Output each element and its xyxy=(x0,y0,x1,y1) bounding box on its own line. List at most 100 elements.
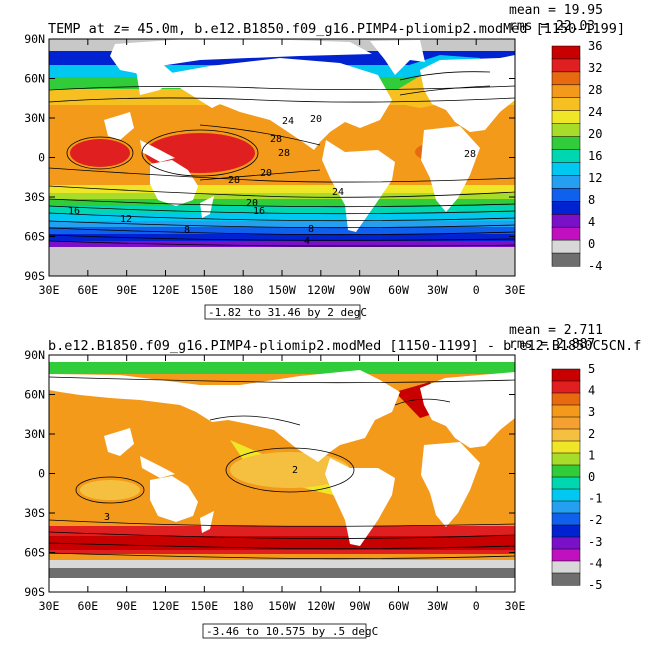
y-tick-label: 30N xyxy=(24,427,45,441)
colorbar-label: 0 xyxy=(588,237,595,251)
svg-text:28: 28 xyxy=(464,149,476,160)
colorbar-label: 16 xyxy=(588,149,602,163)
x-tick-label: 60W xyxy=(388,283,409,297)
band-south-16 xyxy=(49,206,515,213)
colorbar-label: 28 xyxy=(588,83,602,97)
band-south-24 xyxy=(49,193,515,199)
colorbar-label: -2 xyxy=(588,513,602,527)
diff-indian-light xyxy=(80,480,140,500)
colorbar-swatch xyxy=(551,572,581,586)
colorbar-swatch xyxy=(551,428,581,442)
band-south-0 xyxy=(49,241,515,247)
y-tick-label: 60S xyxy=(24,546,45,560)
diff-land xyxy=(49,370,515,546)
colorbar-swatch xyxy=(551,45,581,60)
colorbar-swatch xyxy=(551,440,581,454)
warm-pool-indian xyxy=(70,139,130,167)
svg-text:28: 28 xyxy=(270,134,282,145)
colorbar-label: 12 xyxy=(588,171,602,185)
x-tick-label: 0 xyxy=(473,599,480,613)
colorbar-swatch xyxy=(551,464,581,478)
panel2-mean: mean = 2.711 xyxy=(509,323,603,338)
panel2-ticks xyxy=(48,354,516,593)
colorbar-label: 0 xyxy=(588,470,595,484)
panel2-yticklabels: 90N 60N 30N 0 30S 60S 90S xyxy=(24,348,45,599)
x-tick-label: 30E xyxy=(505,283,526,297)
x-tick-label: 30W xyxy=(427,283,448,297)
colorbar-swatch xyxy=(551,512,581,526)
colorbar-label: -4 xyxy=(588,259,602,273)
colorbar-swatch xyxy=(551,84,581,99)
panel2-xticklabels: 30E 60E 90E 120E 150E 180 150W 120W 90W 60W 30W 0 30… xyxy=(39,599,526,613)
colorbar-swatch xyxy=(551,123,581,138)
svg-text:8: 8 xyxy=(308,224,314,235)
y-tick-label: 90S xyxy=(24,585,45,599)
colorbar-label: 5 xyxy=(588,362,595,376)
svg-text:28: 28 xyxy=(228,175,240,186)
x-tick-label: 150E xyxy=(190,599,218,613)
colorbar-swatch xyxy=(551,392,581,406)
diff-contours xyxy=(49,376,515,560)
x-tick-label: 60E xyxy=(77,283,98,297)
colorbar-label: -4 xyxy=(588,556,602,570)
svg-text:28: 28 xyxy=(278,148,290,159)
colorbar-swatch xyxy=(551,239,581,254)
x-tick-label: 30E xyxy=(39,599,60,613)
land xyxy=(104,39,515,232)
colorbar-swatch xyxy=(551,71,581,86)
x-tick-label: 120W xyxy=(307,599,335,613)
svg-text:20: 20 xyxy=(310,114,322,125)
colorbar-swatch xyxy=(551,136,581,151)
band-south-subtropic xyxy=(49,185,515,193)
band-south-8 xyxy=(49,221,515,227)
y-tick-label: 60N xyxy=(24,72,45,86)
panel2-title: b.e12.B1850.f09_g16.PIMP4-pliomip2.modMe… xyxy=(48,338,641,354)
panel1-yticklabels: 90N 60N 30N 0 30S 60S 90S xyxy=(24,32,45,283)
svg-text:3: 3 xyxy=(104,512,110,523)
colorbar-swatch xyxy=(551,380,581,394)
band-south-20 xyxy=(49,199,515,206)
y-tick-label: 30N xyxy=(24,111,45,125)
colorbar-swatch xyxy=(551,524,581,538)
colorbar-swatch xyxy=(551,476,581,490)
y-tick-label: 30S xyxy=(24,190,45,204)
panel2-rms: rms = 2.887 xyxy=(509,337,595,352)
x-tick-label: 30E xyxy=(39,283,60,297)
colorbar-label: 36 xyxy=(588,39,602,53)
colorbar-swatch xyxy=(551,58,581,73)
panel1-rms: rms = 22.03 xyxy=(509,19,595,34)
panel1-colorbar: 36 32 28 24 20 16 12 8 4 0 -4 xyxy=(551,39,602,273)
contour-labels: 24 20 28 28 28 20 24 20 16 16 12 8 8 4 2… xyxy=(68,114,476,247)
colorbar-label: 4 xyxy=(588,384,595,398)
colorbar-label: -3 xyxy=(588,535,602,549)
panel-temperature: TEMP at z= 45.0m, b.e12.B1850.f09_g16.PI… xyxy=(24,3,625,320)
colorbar-swatch xyxy=(551,252,581,267)
colorbar-swatch xyxy=(551,452,581,466)
x-tick-label: 60E xyxy=(77,599,98,613)
colorbar-label: 8 xyxy=(588,193,595,207)
colorbar-swatch xyxy=(551,213,581,228)
svg-text:16: 16 xyxy=(253,206,265,217)
panel2-map: 2 3 xyxy=(49,355,515,592)
svg-text:2: 2 xyxy=(292,465,298,476)
colorbar-swatch xyxy=(551,416,581,430)
diff-arctic-green xyxy=(49,362,515,374)
colorbar-swatch xyxy=(551,548,581,562)
colorbar-label: 1 xyxy=(588,448,595,462)
colorbar-label: 24 xyxy=(588,105,602,119)
band-south-2 xyxy=(49,234,515,241)
x-tick-label: 180 xyxy=(233,283,254,297)
y-tick-label: 60N xyxy=(24,388,45,402)
panel2-range-box xyxy=(202,623,367,639)
colorbar-label: -1 xyxy=(588,492,602,506)
panel1-title: TEMP at z= 45.0m, b.e12.B1850.f09_g16.PI… xyxy=(48,21,625,37)
colorbar-swatch xyxy=(551,162,581,176)
diff-contour-labels: 2 3 xyxy=(104,465,298,523)
svg-text:12: 12 xyxy=(120,214,132,225)
svg-text:24: 24 xyxy=(282,116,294,127)
colorbar-swatch xyxy=(551,188,581,202)
colorbar-label: 2 xyxy=(588,427,595,441)
x-tick-label: 30W xyxy=(427,599,448,613)
y-tick-label: 0 xyxy=(38,467,45,481)
